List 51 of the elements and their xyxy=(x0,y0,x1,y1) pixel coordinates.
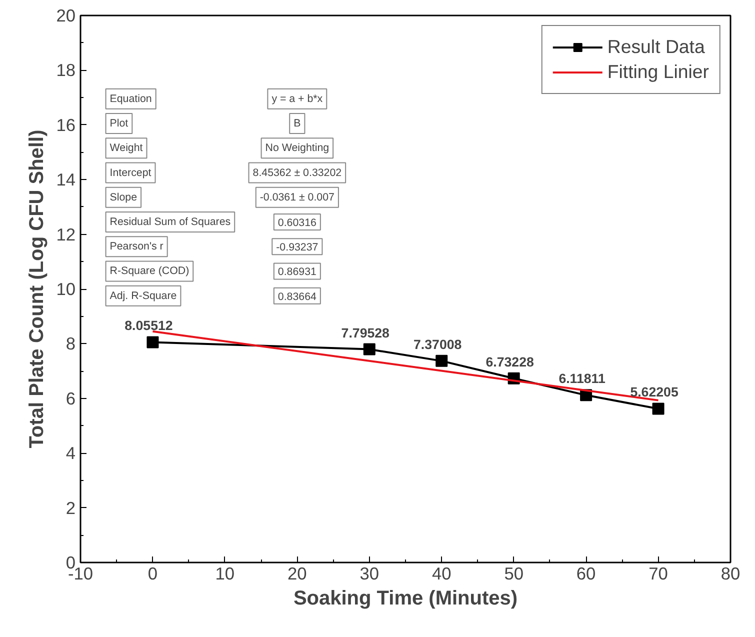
x-tick-label: 20 xyxy=(288,564,307,584)
annotation: Intercept xyxy=(110,166,152,179)
y-axis-title: Total Plate Count (Log CFU Shell) xyxy=(26,130,48,448)
annotation: 8.45362 ± 0.33202 xyxy=(252,166,342,179)
point xyxy=(652,402,664,415)
y-tick-label: 4 xyxy=(66,443,76,464)
annotation: R-Square (COD) xyxy=(110,265,190,278)
x-tick-label: 70 xyxy=(648,564,668,584)
y-tick-label: 20 xyxy=(56,6,76,26)
x-axis-title: Soaking Time (Minutes) xyxy=(293,588,518,610)
point xyxy=(436,354,448,367)
y-tick-label: 18 xyxy=(56,60,76,80)
data-label: 6.73228 xyxy=(486,354,534,370)
annotation: Residual Sum of Squares xyxy=(110,216,231,228)
annotation: y = a + b*x xyxy=(272,92,324,105)
x-tick-label: 0 xyxy=(148,564,158,584)
annotation: Equation xyxy=(110,92,152,105)
y-tick-label: 6 xyxy=(66,388,76,408)
data-label: 6.11811 xyxy=(558,371,606,386)
annotation: B xyxy=(294,118,301,130)
y-tick-label: 10 xyxy=(56,279,76,299)
y-tick-label: 8 xyxy=(66,334,76,354)
annotation: Plot xyxy=(110,118,128,130)
point xyxy=(363,343,376,356)
annotation: 0.83664 xyxy=(278,290,316,303)
annotation: 0.86931 xyxy=(278,266,316,278)
point xyxy=(146,336,159,348)
y-tick-label: 14 xyxy=(56,170,76,190)
x-tick-label: 60 xyxy=(576,564,596,584)
x-tick-label: 30 xyxy=(360,564,380,584)
annotation: Slope xyxy=(110,191,138,204)
annotation: Pearson's r xyxy=(110,240,164,253)
x-tick-label: 10 xyxy=(215,564,235,584)
legend-label: Fitting Linier xyxy=(607,61,709,83)
annotation: Adj. R-Square xyxy=(110,290,177,302)
annotation: No Weighting xyxy=(265,142,330,154)
x-tick-label: 50 xyxy=(504,564,524,584)
x-tick-label: 40 xyxy=(432,564,452,584)
y-tick-label: 2 xyxy=(66,498,76,518)
annotation: 0.60316 xyxy=(278,216,316,229)
legend-label: Result Data xyxy=(607,36,705,58)
y-tick-label: 12 xyxy=(56,224,76,244)
data-label: 7.37008 xyxy=(414,336,462,352)
data-label: 8.05512 xyxy=(124,318,173,334)
x-tick-label: 80 xyxy=(720,564,740,584)
y-tick-label: 16 xyxy=(56,114,76,135)
annotation: Weight xyxy=(110,142,143,154)
annotation: -0.0361 ± 0.007 xyxy=(260,191,335,204)
annotation: -0.93237 xyxy=(276,242,318,254)
data-label: 5.62205 xyxy=(630,384,679,400)
data-label: 7.79528 xyxy=(341,325,390,340)
